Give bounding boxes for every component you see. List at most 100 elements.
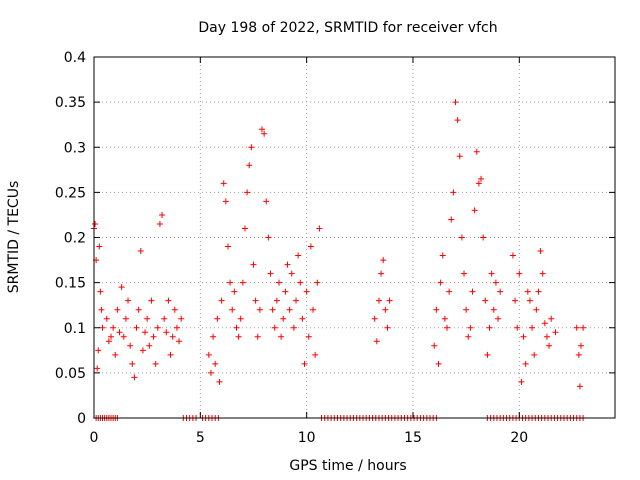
- data-point: [127, 342, 134, 349]
- data-point: [207, 369, 214, 376]
- data-point: [237, 315, 244, 322]
- data-point: [486, 324, 493, 331]
- x-tick-label: 0: [90, 430, 99, 446]
- data-point: [384, 324, 391, 331]
- data-point: [148, 297, 155, 304]
- data-point: [265, 234, 272, 241]
- data-point: [210, 333, 217, 340]
- data-point: [231, 288, 238, 295]
- data-point: [475, 180, 482, 187]
- data-point: [220, 180, 227, 187]
- data-point: [122, 315, 129, 322]
- data-point: [256, 306, 263, 313]
- x-tick-label: 5: [196, 430, 205, 446]
- data-point: [439, 252, 446, 259]
- data-point: [142, 329, 149, 336]
- data-point: [244, 189, 251, 196]
- data-point: [165, 297, 172, 304]
- y-tick-label: 0.25: [55, 185, 86, 201]
- data-point: [435, 360, 442, 367]
- y-tick-label: 0.35: [55, 95, 86, 111]
- y-tick-label: 0.15: [55, 276, 86, 292]
- y-tick-label: 0.3: [64, 140, 86, 156]
- data-point: [156, 220, 163, 227]
- data-point: [273, 297, 280, 304]
- data-point: [431, 342, 438, 349]
- data-point: [282, 288, 289, 295]
- data-point: [495, 315, 502, 322]
- data-point: [492, 279, 499, 286]
- data-point: [490, 306, 497, 313]
- data-point: [92, 220, 99, 227]
- grid: [94, 57, 615, 418]
- data-point: [382, 306, 389, 313]
- data-point: [303, 288, 310, 295]
- data-point: [178, 315, 185, 322]
- data-point: [480, 234, 487, 241]
- y-tick-label: 0.2: [64, 231, 86, 247]
- y-tick-label: 0.1: [64, 321, 86, 337]
- data-point: [176, 338, 183, 345]
- data-point: [307, 243, 314, 250]
- data-point: [450, 189, 457, 196]
- data-point: [116, 329, 123, 336]
- data-point: [446, 288, 453, 295]
- data-point: [288, 270, 295, 277]
- data-point: [112, 351, 119, 358]
- y-tick-label: 0.4: [64, 50, 86, 66]
- data-point: [108, 333, 115, 340]
- data-point: [522, 360, 529, 367]
- data-point: [529, 324, 536, 331]
- data-point: [482, 297, 489, 304]
- data-point: [526, 297, 533, 304]
- data-point: [546, 342, 553, 349]
- data-point: [120, 333, 127, 340]
- data-point: [146, 342, 153, 349]
- data-point: [169, 333, 176, 340]
- data-point: [433, 306, 440, 313]
- data-point: [229, 306, 236, 313]
- data-point: [103, 315, 110, 322]
- data-point: [577, 342, 584, 349]
- data-point: [301, 360, 308, 367]
- data-point: [441, 315, 448, 322]
- data-point: [469, 288, 476, 295]
- data-point: [139, 347, 146, 354]
- data-point: [465, 333, 472, 340]
- data-point: [278, 333, 285, 340]
- data-point: [575, 351, 582, 358]
- x-axis-label: GPS time / hours: [289, 458, 406, 474]
- data-point: [533, 306, 540, 313]
- data-point: [254, 333, 261, 340]
- data-point: [173, 324, 180, 331]
- data-point: [293, 297, 300, 304]
- data-point: [284, 261, 291, 268]
- data-point: [212, 360, 219, 367]
- data-point: [205, 351, 212, 358]
- data-point: [95, 347, 102, 354]
- data-point: [524, 288, 531, 295]
- data-point: [271, 324, 278, 331]
- data-point: [241, 225, 248, 232]
- data-point: [97, 288, 104, 295]
- data-point: [458, 234, 465, 241]
- data-point: [214, 315, 221, 322]
- data-point: [573, 324, 580, 331]
- data-point: [541, 320, 548, 327]
- data-point: [171, 306, 178, 313]
- data-point: [297, 279, 304, 286]
- data-point: [248, 144, 255, 151]
- data-point: [133, 324, 140, 331]
- data-point: [258, 126, 265, 133]
- data-point: [167, 351, 174, 358]
- axis-ticks: 0 0.05 0.1 0.15 0.2 0.25 0.3 0.35 0.4 0 5 10 15 20: [55, 50, 615, 446]
- data-point: [295, 252, 302, 259]
- data-point: [96, 243, 103, 250]
- data-point: [456, 153, 463, 160]
- data-point: [227, 279, 234, 286]
- data-point: [314, 279, 321, 286]
- data-point: [437, 279, 444, 286]
- data-point: [580, 324, 587, 331]
- data-point: [135, 306, 142, 313]
- data-point: [110, 324, 117, 331]
